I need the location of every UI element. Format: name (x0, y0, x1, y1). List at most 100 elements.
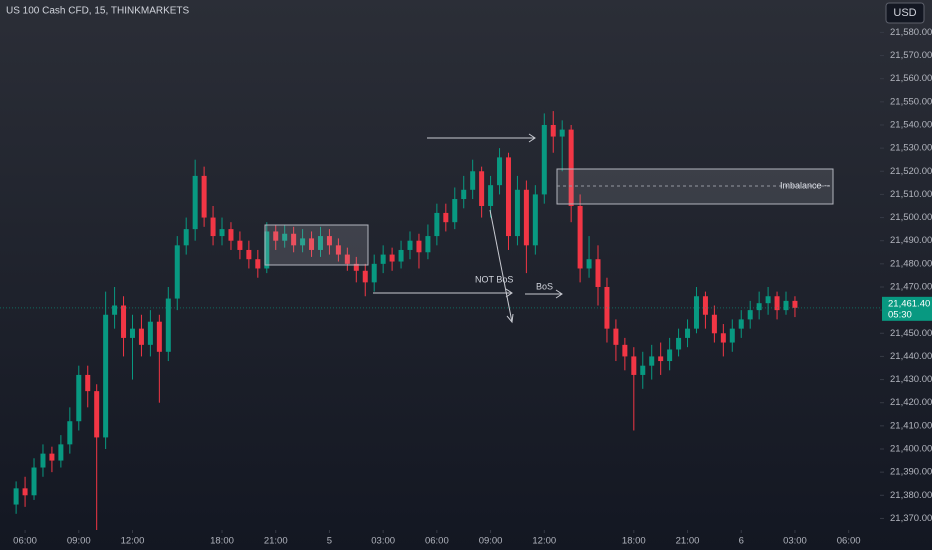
candle-body (317, 236, 323, 250)
x-tick-label: 03:00 (783, 536, 807, 547)
candle-body (255, 259, 261, 269)
candle-body (667, 349, 673, 362)
x-tick-label: 03:00 (371, 536, 395, 547)
candle-body (523, 189, 529, 246)
candle-body (532, 194, 538, 246)
candle-body (309, 238, 315, 250)
candle-body (738, 319, 744, 329)
x-tick-label: 21:00 (264, 536, 288, 547)
candle-body (237, 240, 243, 250)
last-price-tag (882, 296, 932, 321)
candle-body (711, 314, 717, 334)
candle-body (353, 263, 359, 271)
candle-body (586, 259, 592, 269)
x-tick-label: 5 (327, 536, 332, 547)
candle-body (40, 453, 46, 468)
arrow-head (555, 289, 563, 299)
y-tick-label: 21,450.00 (890, 328, 932, 339)
y-tick-label: 21,550.00 (890, 96, 932, 107)
candle-body (291, 233, 297, 246)
x-tick-label: 12:00 (121, 536, 145, 547)
y-tick-label: 21,390.00 (890, 467, 932, 478)
y-tick-label: 21,520.00 (890, 166, 932, 177)
x-tick-label: 12:00 (532, 536, 556, 547)
currency-label[interactable]: USD (893, 7, 916, 19)
currency-button[interactable] (885, 2, 925, 24)
countdown-label: 05:30 (888, 309, 912, 320)
candle-body (344, 254, 350, 264)
candle-body (622, 344, 628, 357)
not-bos-label: NOT BoS (475, 274, 513, 284)
candle-body (380, 254, 386, 264)
candle-body (362, 270, 368, 283)
candle-body (67, 421, 73, 445)
candle-body (192, 175, 198, 230)
x-tick-label: 09:00 (479, 536, 503, 547)
candle-body (49, 453, 55, 461)
candle-body (443, 212, 449, 223)
candle-body (201, 175, 207, 218)
candle-body (326, 236, 332, 246)
candle-body (174, 245, 180, 299)
candle-body (497, 157, 503, 186)
candle-body (121, 305, 127, 338)
candle-body (58, 444, 64, 461)
last-price-label: 21,461.40 (888, 298, 930, 309)
candle-body (210, 217, 216, 237)
candle-body (765, 296, 771, 304)
candle-body (613, 328, 619, 345)
candle-body (103, 314, 109, 438)
y-tick-label: 21,560.00 (890, 73, 932, 84)
y-tick-label: 21,530.00 (890, 143, 932, 154)
candle-body (31, 467, 37, 496)
candle-body (720, 333, 726, 343)
candle-body (702, 296, 708, 315)
candle-body (693, 296, 699, 329)
arrow-head (528, 133, 536, 143)
arrow-head (505, 288, 513, 298)
candle-body (783, 300, 789, 311)
candle-body (774, 296, 780, 311)
y-tick-label: 21,400.00 (890, 444, 932, 455)
candle-body (13, 488, 19, 505)
y-tick-label: 21,440.00 (890, 351, 932, 362)
arrows (373, 133, 563, 324)
x-tick-label: 09:00 (67, 536, 91, 547)
y-tick-label: 21,510.00 (890, 189, 932, 200)
candle-body (246, 249, 252, 260)
candle-body (416, 240, 422, 253)
candle-body (76, 374, 82, 422)
candle-body (398, 249, 404, 262)
x-tick-label: 21:00 (676, 536, 700, 547)
y-tick-label: 21,420.00 (890, 397, 932, 408)
candle-body (595, 259, 601, 287)
x-tick-label: 18:00 (210, 536, 234, 547)
bos-label: BoS (536, 281, 553, 291)
chart-title: US 100 Cash CFD, 15, THINKMARKETS (6, 6, 190, 17)
candle-body (22, 488, 28, 496)
candle-body (94, 391, 100, 438)
candle-body (559, 129, 565, 137)
candle-body (747, 310, 753, 320)
candle-body (452, 199, 458, 223)
candle-body (676, 337, 682, 350)
candle-body (371, 263, 377, 283)
y-tick-label: 21,370.00 (890, 513, 932, 524)
candle-body (541, 124, 547, 195)
x-tick-label: 06:00 (13, 536, 37, 547)
candle-body (282, 233, 288, 241)
candle-body (631, 356, 637, 375)
candle-body (165, 298, 171, 352)
candle-body (156, 321, 162, 352)
candle-body (228, 229, 234, 241)
candle-body (85, 374, 91, 392)
candle-body (470, 171, 476, 190)
arrow-head (506, 313, 514, 324)
candle-body (138, 328, 144, 345)
x-tick-label: 18:00 (622, 536, 646, 547)
x-tick-label: 06:00 (837, 536, 861, 547)
candle-body (488, 185, 494, 206)
range-box (264, 224, 369, 266)
